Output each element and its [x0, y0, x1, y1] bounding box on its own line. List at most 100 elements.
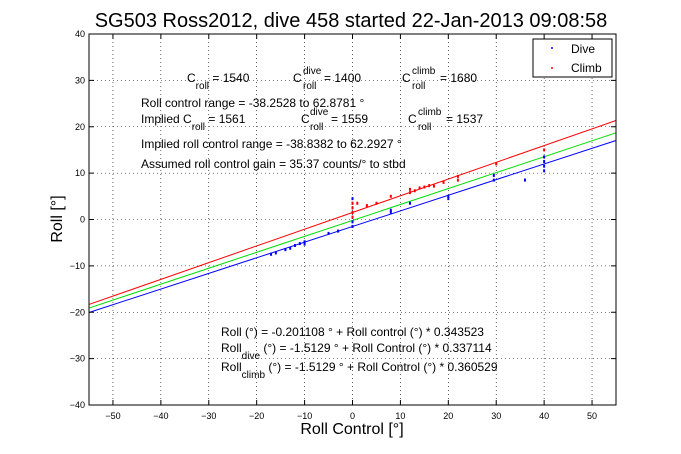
- annotation-implied-c-climb-val: = 1537: [446, 112, 483, 126]
- climb-point: [351, 206, 354, 210]
- dive-point: [270, 252, 273, 256]
- dive-point: [543, 169, 546, 173]
- dive-point: [303, 240, 306, 244]
- climb-point: [351, 215, 354, 219]
- annotation-dive-equation: Rolldive (°) = -1.5129 ° + Roll Control …: [221, 341, 492, 362]
- dive-point: [523, 178, 526, 182]
- annotation-implied-c-dive-sub: roll: [310, 122, 323, 133]
- climb-point: [351, 201, 354, 205]
- climb-point: [495, 162, 498, 166]
- dive-point: [351, 197, 354, 201]
- x-tick-label: 20: [443, 411, 453, 421]
- dive-point: [284, 248, 287, 252]
- dive-point: [408, 201, 411, 205]
- climb-point: [375, 201, 378, 205]
- y-tick-label: −10: [70, 261, 85, 271]
- chart-title: SG503 Ross2012, dive 458 started 22-Jan-…: [95, 10, 608, 32]
- x-tick-label: 50: [587, 411, 597, 421]
- climb-point: [456, 178, 459, 182]
- annotation-c-roll-dive-sub: roll: [303, 81, 316, 92]
- annotation-implied-c-roll: Implied Croll = 1561: [141, 112, 246, 133]
- dive-point: [543, 160, 546, 164]
- x-tick-label: 10: [395, 411, 405, 421]
- annotation-c-roll: Croll = 1540: [187, 71, 250, 92]
- climb-point: [418, 186, 421, 190]
- y-tick-label: 20: [75, 122, 85, 132]
- x-tick-label: 40: [539, 411, 549, 421]
- dive-point: [351, 220, 354, 224]
- annotation-fit-equation: Roll (°) = -0.201108 ° + Roll control (°…: [221, 325, 484, 339]
- annotation-c-roll-dive-sup: dive: [303, 66, 322, 77]
- dive-point: [298, 242, 301, 246]
- legend-dive-label: Dive: [571, 42, 595, 56]
- dive-point: [274, 251, 277, 255]
- dive-point: [543, 164, 546, 168]
- annotation-c-roll-dive: C: [293, 71, 302, 85]
- climb-point: [408, 187, 411, 191]
- annotation-c-roll-climb-sup: climb: [412, 66, 436, 77]
- annotation-implied-c-climb-sup: climb: [418, 107, 442, 118]
- annotation-c-roll-climb-val: = 1680: [440, 71, 477, 85]
- x-tick-label: −20: [249, 411, 264, 421]
- climb-point: [432, 184, 435, 188]
- annotation-climb-equation: Rollclimb (°) = -1.5129 ° + Roll Control…: [221, 360, 498, 381]
- dive-point: [447, 197, 450, 201]
- climb-point: [356, 201, 359, 205]
- x-tick-label: −30: [201, 411, 216, 421]
- annotation-implied-c-dive-val: = 1559: [331, 112, 368, 126]
- dive-point: [447, 194, 450, 198]
- dive-point: [389, 208, 392, 212]
- climb-point: [351, 211, 354, 215]
- data-points: [270, 148, 546, 256]
- y-tick-label: −30: [70, 354, 85, 364]
- x-tick-label: 30: [491, 411, 501, 421]
- climb-point: [423, 185, 426, 189]
- annotation-implied-c-dive: C: [301, 112, 310, 126]
- climb-point: [389, 194, 392, 198]
- y-tick-label: 10: [75, 168, 85, 178]
- y-tick-label: 40: [75, 29, 85, 39]
- dive-point: [543, 155, 546, 159]
- annotation-gain: Assumed roll control gain = 35.37 counts…: [141, 157, 406, 171]
- dive-point: [289, 246, 292, 250]
- x-tick-label: 0: [350, 411, 355, 421]
- annotation-c-roll-climb-sub: roll: [412, 81, 425, 92]
- dive-point: [303, 242, 306, 246]
- climb-point: [428, 184, 431, 188]
- annotation-implied-c-dive-sup: dive: [310, 107, 329, 118]
- y-tick-label: −20: [70, 307, 85, 317]
- x-axis-label: Roll Control [°]: [300, 421, 403, 438]
- annotation-implied-range: Implied roll control range = -38.8382 to…: [141, 137, 402, 151]
- dive-point: [492, 178, 495, 182]
- climb-point: [442, 180, 445, 184]
- y-tick-label: −40: [70, 400, 85, 410]
- x-tick-label: −50: [105, 411, 120, 421]
- legend-climb-label: Climb: [571, 61, 602, 75]
- legend-climb-marker: [551, 67, 553, 69]
- annotation-c-roll-dive-val: = 1400: [324, 71, 361, 85]
- dive-point: [294, 243, 297, 247]
- plot-area: [89, 34, 616, 405]
- y-tick-label: 0: [80, 215, 85, 225]
- dive-point: [327, 231, 330, 235]
- climb-point: [413, 189, 416, 193]
- x-tick-label: −10: [297, 411, 312, 421]
- annotations: Croll = 1540 C dive roll = 1400 C climb …: [141, 66, 498, 381]
- y-tick-label: 30: [75, 75, 85, 85]
- legend: Dive Climb: [532, 38, 613, 78]
- dive-point: [389, 211, 392, 215]
- climb-point: [456, 174, 459, 178]
- annotation-implied-c-climb: C: [408, 112, 417, 126]
- dive-point: [351, 224, 354, 228]
- y-axis-ticks: −40 −30 −20 −10 0 10 20 30 40: [70, 29, 616, 410]
- y-axis-label: Roll [°]: [49, 195, 66, 242]
- climb-point: [543, 148, 546, 152]
- dive-point: [337, 229, 340, 233]
- annotation-c-roll-climb: C: [402, 71, 411, 85]
- legend-box: [532, 38, 613, 78]
- dive-point: [492, 173, 495, 177]
- climb-point: [365, 204, 368, 208]
- climb-point: [408, 191, 411, 195]
- x-tick-label: −40: [153, 411, 168, 421]
